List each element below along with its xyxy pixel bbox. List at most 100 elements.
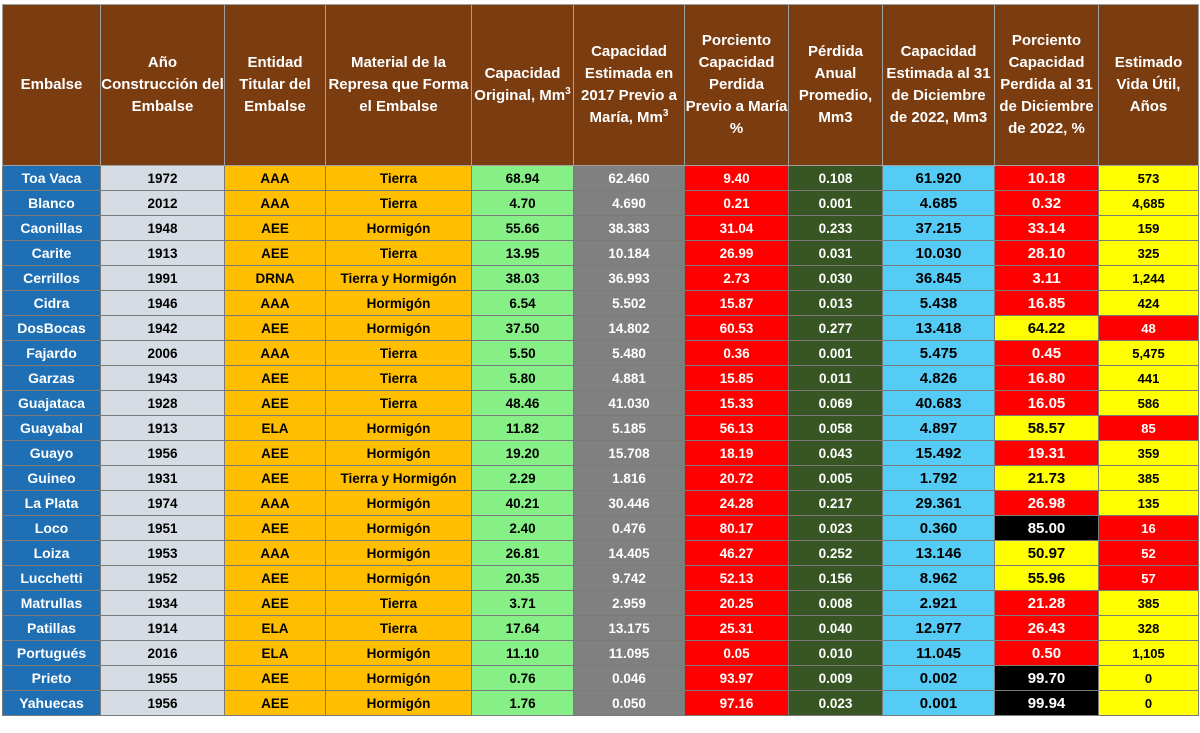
cell-embalse: La Plata bbox=[2, 490, 101, 516]
cell-entidad: AAA bbox=[224, 340, 326, 366]
cell-embalse: Loiza bbox=[2, 540, 101, 566]
cell-cap-original: 1.76 bbox=[471, 690, 574, 716]
cell-cap-2022: 40.683 bbox=[882, 390, 995, 416]
cell-material: Hormigón bbox=[325, 490, 472, 516]
cell-perdida-anual: 0.058 bbox=[788, 415, 883, 441]
cell-cap-2022: 5.438 bbox=[882, 290, 995, 316]
cell-entidad: AAA bbox=[224, 490, 326, 516]
cell-perdida-anual: 0.040 bbox=[788, 615, 883, 641]
cell-vida-util: 573 bbox=[1098, 165, 1199, 191]
cell-cap-2022: 11.045 bbox=[882, 640, 995, 666]
cell-perdida-anual: 0.011 bbox=[788, 365, 883, 391]
cell-embalse: Carite bbox=[2, 240, 101, 266]
cell-cap-2022: 4.685 bbox=[882, 190, 995, 216]
cell-pct-2022: 99.94 bbox=[994, 690, 1099, 716]
cell-cap-2022: 12.977 bbox=[882, 615, 995, 641]
cell-pct-2022: 0.50 bbox=[994, 640, 1099, 666]
cell-cap-2022: 15.492 bbox=[882, 440, 995, 466]
header-cap-2017-label: Capacidad Estimada en 2017 Previo a Marí… bbox=[581, 43, 677, 126]
cell-cap-original: 55.66 bbox=[471, 215, 574, 241]
cell-cap-original: 68.94 bbox=[471, 165, 574, 191]
cell-cap-2017: 0.046 bbox=[573, 665, 685, 691]
cell-pct-2022: 28.10 bbox=[994, 240, 1099, 266]
cell-embalse: Lucchetti bbox=[2, 565, 101, 591]
cell-cap-original: 4.70 bbox=[471, 190, 574, 216]
cell-pct-2022: 19.31 bbox=[994, 440, 1099, 466]
cell-cap-2017: 4.881 bbox=[573, 365, 685, 391]
header-material-label: Material de la Represa que Forma el Emba… bbox=[328, 54, 469, 115]
cell-embalse: DosBocas bbox=[2, 315, 101, 341]
table-row: Matrullas 1934 AEE Tierra 3.71 2.959 20.25 0.00… bbox=[2, 590, 1199, 616]
header-entidad-label: Entidad Titular del Embalse bbox=[239, 54, 311, 115]
cell-pct-maria: 20.72 bbox=[684, 465, 789, 491]
cell-cap-2017: 4.690 bbox=[573, 190, 685, 216]
cell-pct-maria: 2.73 bbox=[684, 265, 789, 291]
cell-ano: 2016 bbox=[100, 640, 225, 666]
cell-cap-original: 5.50 bbox=[471, 340, 574, 366]
cell-cap-2017: 62.460 bbox=[573, 165, 685, 191]
cell-pct-2022: 16.85 bbox=[994, 290, 1099, 316]
cell-cap-2022: 29.361 bbox=[882, 490, 995, 516]
cell-vida-util: 1,244 bbox=[1098, 265, 1199, 291]
cell-ano: 1942 bbox=[100, 315, 225, 341]
header-vida-util: Estimado Vida Útil, Años bbox=[1098, 4, 1199, 166]
cell-cap-2017: 9.742 bbox=[573, 565, 685, 591]
cell-cap-2017: 15.708 bbox=[573, 440, 685, 466]
cell-material: Hormigón bbox=[325, 565, 472, 591]
cell-cap-original: 37.50 bbox=[471, 315, 574, 341]
cell-vida-util: 325 bbox=[1098, 240, 1199, 266]
cell-cap-original: 0.76 bbox=[471, 665, 574, 691]
table-body: Toa Vaca 1972 AAA Tierra 68.94 62.460 9.40 0.10… bbox=[2, 165, 1199, 716]
cell-material: Tierra y Hormigón bbox=[325, 465, 472, 491]
table-row: Guineo 1931 AEE Tierra y Hormigón 2.29 1.816 2… bbox=[2, 465, 1199, 491]
cell-embalse: Blanco bbox=[2, 190, 101, 216]
cell-ano: 1934 bbox=[100, 590, 225, 616]
cell-pct-2022: 85.00 bbox=[994, 515, 1099, 541]
cell-pct-2022: 99.70 bbox=[994, 665, 1099, 691]
cell-cap-2017: 0.476 bbox=[573, 515, 685, 541]
cell-pct-2022: 26.43 bbox=[994, 615, 1099, 641]
cell-material: Tierra bbox=[325, 165, 472, 191]
cell-entidad: AEE bbox=[224, 590, 326, 616]
cell-embalse: Matrullas bbox=[2, 590, 101, 616]
table-row: Fajardo 2006 AAA Tierra 5.50 5.480 0.36 0.001 5.… bbox=[2, 340, 1199, 366]
cell-vida-util: 385 bbox=[1098, 590, 1199, 616]
cell-cap-original: 11.10 bbox=[471, 640, 574, 666]
table-row: Cidra 1946 AAA Hormigón 6.54 5.502 15.87 0.013 5… bbox=[2, 290, 1199, 316]
cell-perdida-anual: 0.043 bbox=[788, 440, 883, 466]
cell-pct-2022: 64.22 bbox=[994, 315, 1099, 341]
cell-pct-2022: 21.73 bbox=[994, 465, 1099, 491]
cell-pct-2022: 33.14 bbox=[994, 215, 1099, 241]
cell-ano: 1913 bbox=[100, 240, 225, 266]
header-material: Material de la Represa que Forma el Emba… bbox=[325, 4, 472, 166]
cell-embalse: Fajardo bbox=[2, 340, 101, 366]
cell-cap-2022: 13.146 bbox=[882, 540, 995, 566]
cell-vida-util: 0 bbox=[1098, 690, 1199, 716]
header-cap-2017: Capacidad Estimada en 2017 Previo a Marí… bbox=[573, 4, 685, 166]
cell-material: Tierra bbox=[325, 190, 472, 216]
cell-material: Tierra bbox=[325, 240, 472, 266]
cell-perdida-anual: 0.008 bbox=[788, 590, 883, 616]
cell-cap-2022: 10.030 bbox=[882, 240, 995, 266]
cell-pct-maria: 0.05 bbox=[684, 640, 789, 666]
cell-pct-2022: 21.28 bbox=[994, 590, 1099, 616]
cell-ano: 1953 bbox=[100, 540, 225, 566]
cell-perdida-anual: 0.156 bbox=[788, 565, 883, 591]
cell-cap-original: 2.29 bbox=[471, 465, 574, 491]
cell-cap-2022: 8.962 bbox=[882, 565, 995, 591]
cell-material: Tierra y Hormigón bbox=[325, 265, 472, 291]
cell-cap-original: 38.03 bbox=[471, 265, 574, 291]
cell-entidad: AEE bbox=[224, 390, 326, 416]
cell-ano: 1948 bbox=[100, 215, 225, 241]
header-cap-original: Capacidad Original, Mm3 bbox=[471, 4, 574, 166]
table-row: Guajataca 1928 AEE Tierra 48.46 41.030 15.33 0.… bbox=[2, 390, 1199, 416]
cell-entidad: AEE bbox=[224, 565, 326, 591]
cell-embalse: Yahuecas bbox=[2, 690, 101, 716]
cell-pct-2022: 50.97 bbox=[994, 540, 1099, 566]
cell-embalse: Guayabal bbox=[2, 415, 101, 441]
header-vida-util-label: Estimado Vida Útil, Años bbox=[1114, 54, 1183, 115]
table-row: Yahuecas 1956 AEE Hormigón 1.76 0.050 97.16 0.0… bbox=[2, 690, 1199, 716]
cell-embalse: Garzas bbox=[2, 365, 101, 391]
cell-ano: 2012 bbox=[100, 190, 225, 216]
cell-cap-2022: 0.360 bbox=[882, 515, 995, 541]
